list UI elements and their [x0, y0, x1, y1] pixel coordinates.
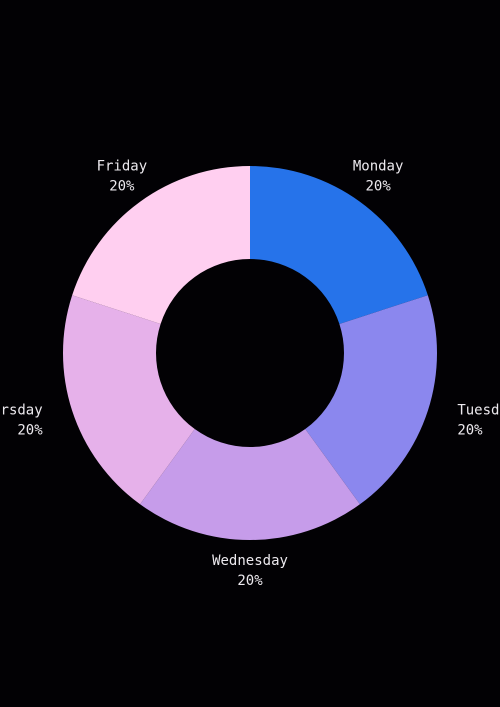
slice-label: Thursday: [0, 402, 43, 418]
slice-value-label: 20%: [237, 573, 263, 589]
slice-value-label: 20%: [17, 422, 43, 438]
donut-slice: [140, 429, 360, 540]
donut-slice: [305, 295, 437, 505]
donut-slice: [250, 166, 428, 324]
slice-value-label: 20%: [365, 179, 391, 195]
donut-slice: [72, 166, 250, 324]
slice-label: Friday: [97, 159, 148, 175]
slice-value-label: 20%: [109, 179, 135, 195]
slice-value-label: 20%: [457, 422, 483, 438]
donut-slice: [63, 295, 195, 505]
slice-label: Tuesday: [457, 402, 500, 418]
slice-label: Monday: [353, 159, 404, 175]
slice-label: Wednesday: [212, 553, 288, 569]
